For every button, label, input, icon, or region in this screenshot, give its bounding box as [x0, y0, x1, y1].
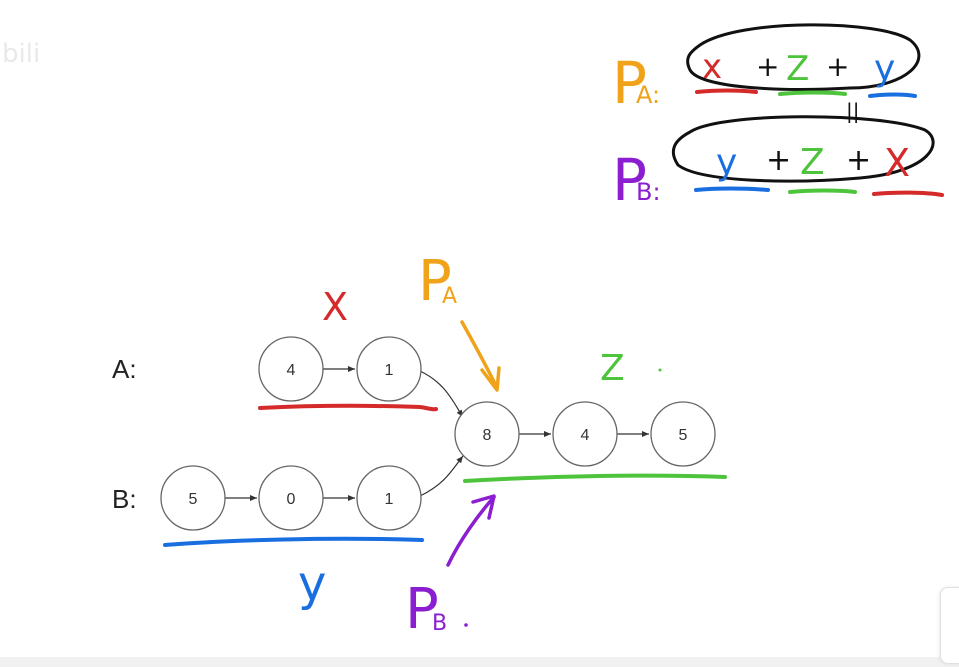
pa-pointer-label: P — [418, 249, 452, 314]
equation-block: P A: P B: x + Z + y || y + Z + X — [612, 23, 944, 214]
eq-a-term-2: Z — [786, 49, 809, 89]
side-panel-edge[interactable] — [940, 587, 959, 664]
eq-a-op-2: + — [826, 50, 849, 83]
list-b-label: B: — [112, 484, 137, 514]
y-segment-underline — [163, 536, 424, 547]
eq-pa-label: P — [612, 49, 647, 117]
eq-b-underline-y — [694, 186, 770, 192]
pb-pointer-subscript: B — [432, 611, 447, 636]
eq-b-underline-x — [872, 190, 944, 197]
eq-b-term-3: X — [884, 141, 910, 185]
z-segment-underline — [463, 473, 727, 483]
node-value: 1 — [385, 362, 394, 379]
node-value: 5 — [679, 427, 688, 444]
pb-pointer-label: P — [405, 577, 439, 642]
pa-arrow-head — [480, 366, 501, 392]
eq-ellipse-top — [686, 23, 921, 91]
list-b-node: 1 — [356, 465, 422, 531]
eq-a-underline-y — [868, 92, 917, 98]
eq-b-underline-z — [788, 188, 857, 194]
list-a-node: 4 — [258, 336, 324, 402]
list-edges — [225, 366, 649, 501]
y-segment-label: y — [298, 556, 326, 612]
node-value: 1 — [385, 491, 394, 508]
shared-node: 8 — [454, 401, 520, 467]
node-value: 8 — [483, 427, 492, 444]
node-value: 0 — [287, 491, 296, 508]
pb-dot — [464, 623, 468, 627]
shared-node: 5 — [650, 401, 716, 467]
eq-equals-mark: || — [846, 99, 859, 123]
eq-a-term-3: y — [874, 48, 895, 89]
x-segment-underline — [258, 403, 438, 412]
x-segment-label: X — [322, 285, 348, 329]
eq-b-term-2: Z — [800, 142, 825, 183]
eq-a-op-1: + — [756, 50, 779, 83]
eq-a-underline-z — [778, 90, 847, 96]
pa-pointer-subscript: A — [442, 284, 457, 309]
eq-pa-subscript: A: — [636, 81, 660, 109]
pb-arrow-shaft — [446, 495, 496, 567]
node-value: 4 — [581, 427, 590, 444]
eq-pb-label: P — [612, 146, 647, 214]
edge-b2-shared0 — [419, 455, 464, 497]
eq-b-op-1: + — [766, 143, 791, 178]
list-b-node: 0 — [258, 465, 324, 531]
eq-pb-subscript: B: — [636, 178, 661, 206]
node-value: 5 — [189, 491, 198, 508]
node-value: 4 — [287, 362, 296, 379]
eq-b-term-1: y — [716, 142, 737, 183]
bottom-bar — [0, 657, 959, 667]
pa-arrow-shaft — [460, 320, 499, 390]
eq-b-op-2: + — [846, 143, 871, 178]
z-segment-label: Z — [600, 348, 625, 389]
eq-a-underline-x — [695, 88, 758, 94]
edge-a1-shared0 — [419, 370, 464, 418]
watermark-logo: bili — [2, 39, 40, 69]
shared-node: 4 — [552, 401, 618, 467]
list-a-node: 1 — [356, 336, 422, 402]
eq-ellipse-bottom — [671, 115, 935, 183]
list-b-node: 5 — [160, 465, 226, 531]
list-a-label: A: — [112, 354, 137, 384]
z-dot — [658, 368, 662, 372]
pb-arrow-head — [471, 494, 496, 520]
eq-a-term-1: x — [702, 47, 722, 87]
